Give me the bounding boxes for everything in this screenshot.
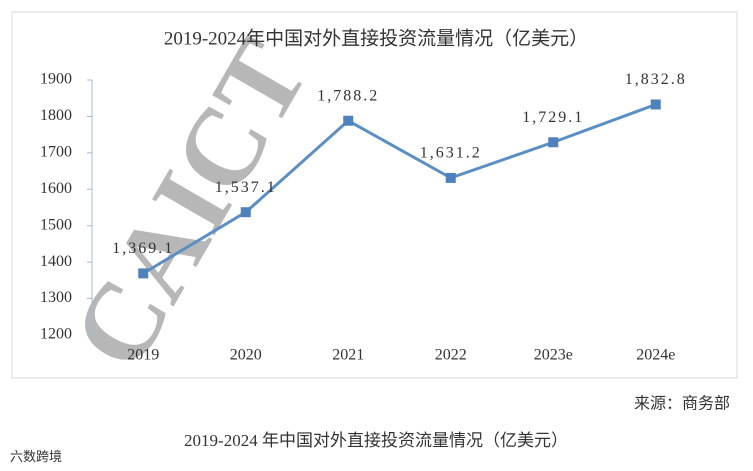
data-point bbox=[138, 268, 149, 279]
x-tick-label: 2021 bbox=[332, 347, 364, 364]
data-point bbox=[240, 207, 251, 218]
data-label: 1,631.2 bbox=[420, 145, 482, 162]
data-point bbox=[548, 137, 559, 148]
chart-frame bbox=[11, 11, 738, 379]
y-tick-label: 1600 bbox=[40, 180, 72, 197]
data-point bbox=[650, 99, 661, 110]
x-tick-label: 2022 bbox=[435, 347, 467, 364]
x-tick-label: 2020 bbox=[230, 347, 262, 364]
data-label: 1,832.8 bbox=[625, 71, 687, 88]
y-tick-label: 1500 bbox=[40, 216, 72, 233]
y-tick-label: 1300 bbox=[40, 289, 72, 306]
logo-text: 六数跨境 bbox=[10, 449, 62, 464]
x-tick-label: 2019 bbox=[127, 347, 159, 364]
data-point bbox=[343, 115, 354, 126]
data-label: 1,788.2 bbox=[317, 87, 379, 104]
source-note: 来源：商务部 bbox=[634, 395, 730, 413]
data-line bbox=[142, 103, 657, 275]
data-point bbox=[445, 172, 456, 183]
x-tick-label: 2024e bbox=[636, 347, 675, 364]
x-tick-label: 2023e bbox=[534, 347, 573, 364]
data-label: 1,369.1 bbox=[112, 240, 174, 257]
caption: 2019-2024 年中国对外直接投资流量情况（亿美元） bbox=[184, 431, 568, 450]
data-label: 1,537.1 bbox=[215, 179, 277, 196]
chart-title: 2019-2024年中国对外直接投资流量情况（亿美元） bbox=[164, 27, 588, 49]
y-tick-label: 1200 bbox=[40, 326, 72, 343]
y-tick-label: 1400 bbox=[40, 253, 72, 270]
y-tick-label: 1700 bbox=[40, 144, 72, 161]
data-label: 1,729.1 bbox=[522, 109, 584, 126]
y-tick-label: 1900 bbox=[40, 71, 72, 88]
y-tick-label: 1800 bbox=[40, 107, 72, 124]
